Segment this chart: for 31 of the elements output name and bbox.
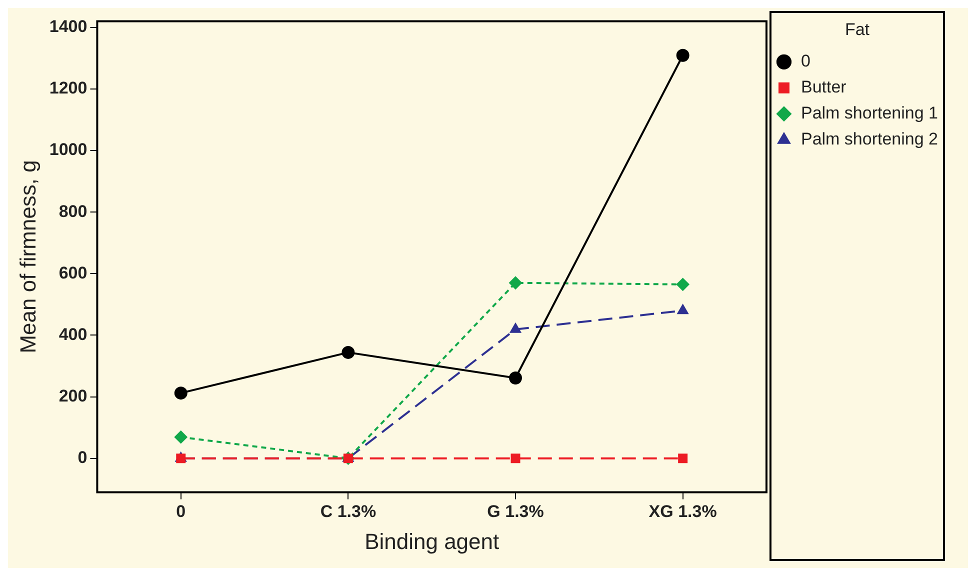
y-tick-label: 800 bbox=[58, 202, 88, 221]
legend-title: Fat bbox=[844, 20, 870, 40]
point bbox=[174, 386, 188, 400]
point bbox=[509, 371, 522, 384]
y-tick-label: 400 bbox=[58, 324, 88, 344]
point bbox=[176, 454, 186, 464]
legend-label: Butter bbox=[800, 78, 847, 97]
legend-label: Palm shortening 1 bbox=[800, 104, 938, 123]
y-tick-label: 1000 bbox=[49, 140, 88, 160]
y-tick-label: 1400 bbox=[49, 17, 88, 36]
point bbox=[342, 346, 355, 359]
y-tick-label: 1200 bbox=[49, 78, 88, 98]
legend-label: Palm shortening 2 bbox=[800, 130, 938, 149]
y-axis-title: Mean of firmness, g bbox=[15, 160, 40, 354]
point bbox=[174, 430, 188, 444]
x-tick-label: G 1.3% bbox=[487, 502, 544, 522]
x-axis-title: Binding agent bbox=[364, 528, 500, 554]
x-tick-label: 0 bbox=[176, 502, 186, 522]
x-tick-label: C 1.3% bbox=[320, 502, 376, 522]
point bbox=[676, 278, 690, 291]
y-tick-label: 0 bbox=[78, 448, 88, 468]
point bbox=[678, 454, 688, 464]
point bbox=[509, 276, 522, 290]
point bbox=[676, 48, 690, 62]
point bbox=[510, 454, 520, 464]
x-tick-label: XG 1.3% bbox=[648, 502, 717, 522]
y-tick-label: 200 bbox=[58, 386, 88, 406]
y-tick-label: 600 bbox=[58, 263, 88, 282]
legend-label: 0 bbox=[800, 52, 810, 71]
point bbox=[510, 322, 522, 333]
point bbox=[677, 304, 689, 314]
